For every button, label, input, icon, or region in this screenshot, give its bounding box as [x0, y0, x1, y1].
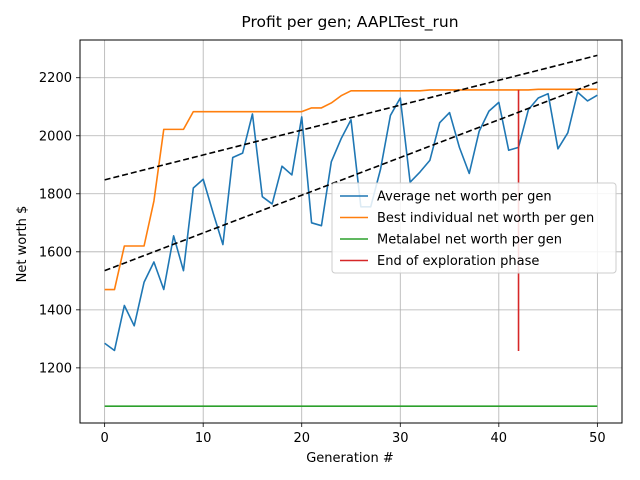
best-individual-net-worth-line — [104, 88, 598, 291]
legend-box — [331, 182, 617, 274]
legend-label: Metalabel net worth per gen — [377, 233, 562, 248]
legend-label: End of exploration phase — [377, 254, 539, 269]
y-tick-label: 1200 — [39, 361, 72, 376]
x-tick-label: 0 — [100, 431, 108, 446]
y-tick-label: 1600 — [39, 245, 72, 260]
y-tick-label: 2000 — [39, 129, 72, 144]
average-net-worth-line — [104, 91, 598, 352]
legend: Average net worth per gen Best individual… — [331, 182, 617, 274]
trend-line — [104, 81, 598, 272]
chart-title: Profit per gen; AAPLTest_run — [241, 13, 458, 32]
x-tick-label: 20 — [293, 431, 310, 446]
axes-frame — [79, 39, 623, 424]
legend-label: Average net worth per gen — [377, 190, 552, 205]
y-tick-label: 1800 — [39, 187, 72, 202]
legend-label: Best individual net worth per gen — [377, 211, 594, 226]
y-tick-label: 2200 — [39, 71, 72, 86]
x-tick-label: 50 — [589, 431, 606, 446]
plot-lines — [104, 54, 598, 407]
ticks: 0 10 20 30 40 50 1200 1400 1600 1800 2000 2200 — [39, 71, 606, 446]
trend-line — [104, 54, 598, 181]
x-tick-label: 40 — [491, 431, 508, 446]
x-tick-label: 10 — [195, 431, 212, 446]
y-axis-label: Net worth $ — [15, 206, 30, 283]
y-tick-label: 1400 — [39, 303, 72, 318]
x-tick-label: 30 — [392, 431, 409, 446]
x-axis-label: Generation # — [306, 451, 394, 466]
